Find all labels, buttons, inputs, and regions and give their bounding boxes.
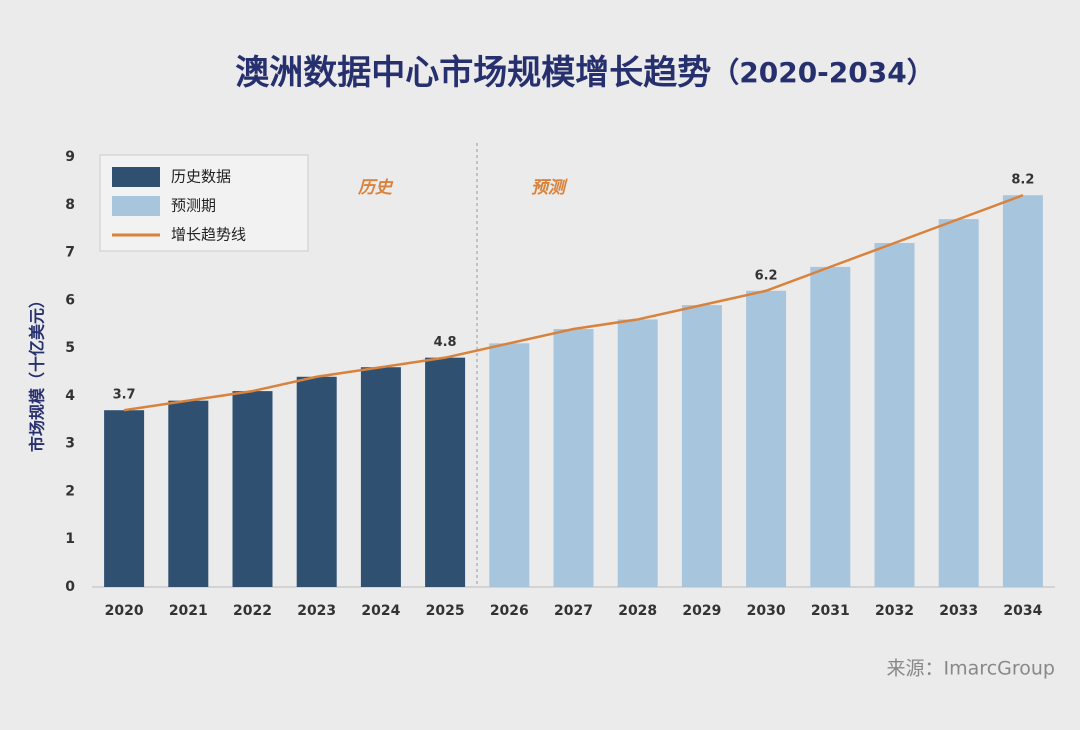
x-tick-label: 2021 bbox=[169, 603, 208, 619]
legend-swatch bbox=[112, 196, 160, 216]
y-tick-label: 4 bbox=[65, 388, 75, 404]
bar bbox=[425, 357, 466, 587]
bar bbox=[489, 343, 530, 587]
legend-label: 历史数据 bbox=[171, 168, 231, 186]
y-tick-label: 2 bbox=[65, 483, 75, 499]
x-tick-label: 2030 bbox=[747, 603, 786, 619]
value-label: 3.7 bbox=[113, 388, 136, 403]
value-label: 4.8 bbox=[434, 335, 457, 350]
y-tick-label: 3 bbox=[65, 436, 75, 452]
title-years: （2020-2034） bbox=[711, 56, 934, 89]
bar bbox=[104, 410, 145, 587]
x-tick-label: 2025 bbox=[426, 603, 465, 619]
annotation: 历史 bbox=[357, 178, 394, 198]
value-label: 8.2 bbox=[1011, 173, 1034, 188]
y-tick-label: 6 bbox=[65, 292, 75, 308]
y-tick-label: 5 bbox=[65, 340, 75, 356]
bar bbox=[810, 266, 851, 587]
x-tick-label: 2022 bbox=[233, 603, 272, 619]
trend-line bbox=[123, 194, 1024, 412]
x-tick-label: 2027 bbox=[554, 603, 593, 619]
legend-label: 预测期 bbox=[171, 197, 216, 215]
x-tick-label: 2020 bbox=[105, 603, 144, 619]
x-tick-label: 2034 bbox=[1003, 603, 1042, 619]
bar bbox=[296, 376, 337, 587]
annotation: 预测 bbox=[531, 178, 568, 198]
x-tick-label: 2026 bbox=[490, 603, 529, 619]
x-tick-label: 2031 bbox=[811, 603, 850, 619]
bar bbox=[938, 219, 979, 587]
x-tick-label: 2023 bbox=[297, 603, 336, 619]
x-tick-label: 2028 bbox=[618, 603, 657, 619]
legend-swatch bbox=[112, 167, 160, 187]
source: 来源：ImarcGroup bbox=[887, 658, 1055, 680]
bar bbox=[617, 319, 658, 587]
bar bbox=[1002, 195, 1043, 587]
y-tick-label: 7 bbox=[65, 245, 75, 261]
y-tick-label: 8 bbox=[65, 197, 75, 213]
title-main: 澳洲数据中心市场规模增长趋势 bbox=[235, 53, 711, 93]
x-tick-label: 2032 bbox=[875, 603, 914, 619]
x-tick-label: 2033 bbox=[939, 603, 978, 619]
legend-label: 增长趋势线 bbox=[171, 226, 246, 244]
x-tick-label: 2024 bbox=[361, 603, 400, 619]
bar bbox=[360, 367, 401, 587]
y-tick-label: 0 bbox=[65, 579, 75, 595]
bar bbox=[746, 290, 787, 587]
y-axis-label: 市场规模（十亿美元） bbox=[28, 292, 47, 452]
bar bbox=[681, 305, 722, 587]
bar bbox=[232, 391, 273, 587]
y-tick-label: 1 bbox=[65, 531, 75, 547]
chart-title: 澳洲数据中心市场规模增长趋势（2020-2034） bbox=[235, 53, 934, 93]
x-tick-label: 2029 bbox=[682, 603, 721, 619]
bar bbox=[874, 243, 915, 587]
bar bbox=[553, 329, 594, 587]
value-label: 6.2 bbox=[755, 268, 778, 283]
bar bbox=[168, 400, 209, 587]
y-tick-label: 9 bbox=[65, 149, 75, 165]
